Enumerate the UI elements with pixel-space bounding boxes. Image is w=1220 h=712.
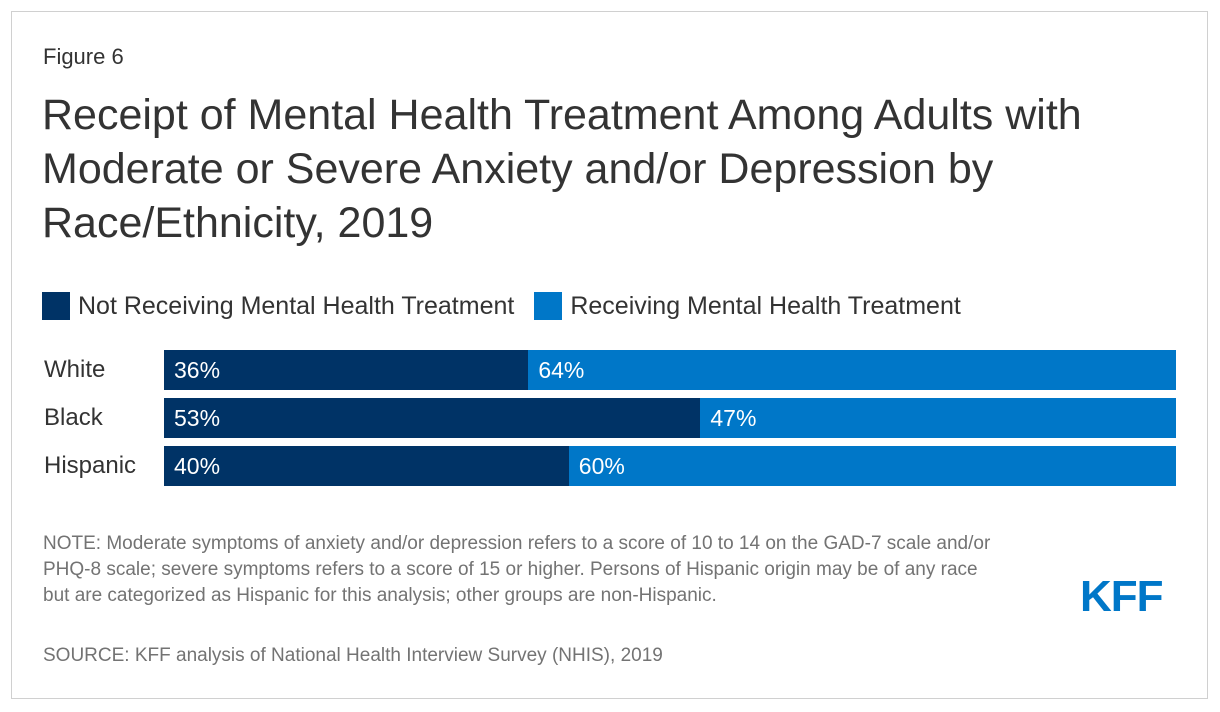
- category-label: White: [44, 356, 106, 383]
- figure-label: Figure 6: [43, 44, 124, 69]
- data-label: 40%: [174, 453, 221, 479]
- legend-label-receiving: Receiving Mental Health Treatment: [570, 291, 961, 320]
- legend-item-receiving: Receiving Mental Health Treatment: [534, 291, 961, 321]
- bar-segment-not-receiving: 53%: [164, 398, 701, 438]
- data-label: 64%: [538, 357, 585, 383]
- data-label: 36%: [174, 357, 221, 383]
- category-label: Hispanic: [44, 452, 137, 479]
- legend-item-not-receiving: Not Receiving Mental Health Treatment: [42, 292, 514, 321]
- stacked-bar: 53% 47%: [164, 398, 1176, 438]
- bar-segment-receiving: 64%: [528, 350, 1176, 390]
- chart-source: SOURCE: KFF analysis of National Health …: [43, 645, 663, 666]
- figure-frame: [11, 11, 1208, 699]
- data-label: 60%: [578, 453, 625, 479]
- bar-row: Black 53% 47%: [0, 398, 1220, 438]
- legend-swatch-receiving: [534, 292, 563, 320]
- bar-segment-receiving: 47%: [700, 398, 1176, 438]
- chart-note: NOTE: Moderate symptoms of anxiety and/o…: [43, 533, 991, 606]
- bar-row: Hispanic 40% 60%: [0, 446, 1220, 486]
- chart-legend: Not Receiving Mental Health Treatment Re…: [42, 290, 981, 322]
- stacked-bar: 40% 60%: [164, 446, 1176, 486]
- data-label: 53%: [174, 405, 221, 431]
- legend-label-not-receiving: Not Receiving Mental Health Treatment: [78, 291, 515, 320]
- stacked-bar: 36% 64%: [164, 350, 1176, 390]
- legend-swatch-not-receiving: [42, 292, 70, 320]
- bar-segment-not-receiving: 36%: [164, 350, 529, 390]
- category-label: Black: [44, 404, 103, 431]
- bar-row: White 36% 64%: [0, 350, 1220, 390]
- bar-segment-not-receiving: 40%: [164, 446, 569, 486]
- chart-title: Receipt of Mental Health Treatment Among…: [42, 91, 1082, 247]
- kff-logo: KFF: [1080, 572, 1164, 621]
- bar-segment-receiving: 60%: [568, 446, 1176, 486]
- data-label: 47%: [710, 405, 757, 431]
